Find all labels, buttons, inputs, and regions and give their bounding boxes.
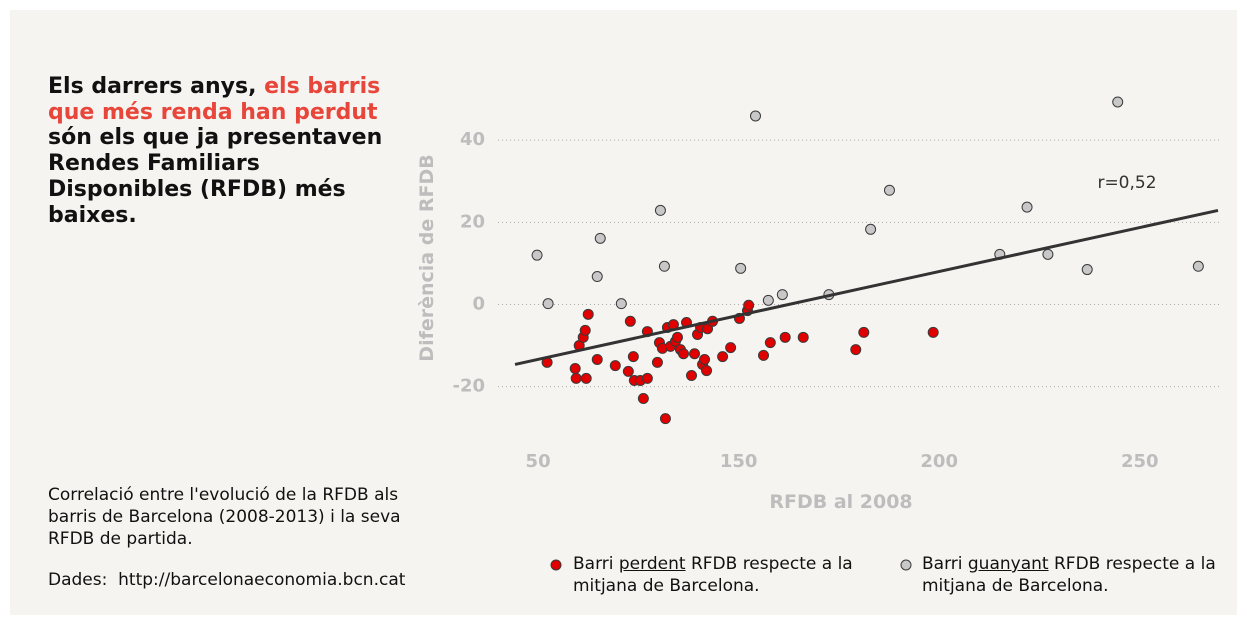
point — [637, 393, 649, 405]
legend-label: Barri guanyant RFDB respecte a la mitjan… — [922, 554, 1216, 597]
x-tick-label: 150 — [720, 451, 758, 472]
point — [743, 299, 755, 311]
point — [677, 348, 689, 360]
point — [579, 324, 591, 336]
point — [779, 331, 791, 343]
point — [531, 249, 543, 261]
legend-marker — [900, 559, 912, 571]
headline-part: són els que ja presentaven Rendes Famili… — [48, 125, 383, 228]
x-tick-label: 50 — [526, 451, 551, 472]
x-tick-label: 200 — [920, 451, 958, 472]
x-tick-label: 250 — [1121, 451, 1159, 472]
y-tick-label: 0 — [472, 293, 485, 314]
subtitle: Correlació entre l'evolució de la RFDB a… — [48, 485, 401, 550]
point — [762, 294, 774, 306]
point — [717, 351, 729, 363]
point — [1081, 264, 1093, 276]
headline: Els darrers anys, els barris que més ren… — [48, 74, 383, 228]
point — [641, 372, 653, 384]
point — [865, 223, 877, 235]
point — [883, 184, 895, 196]
point — [1112, 96, 1124, 108]
y-tick-label: 20 — [460, 211, 485, 232]
point — [1192, 260, 1204, 272]
point — [797, 331, 809, 343]
x-axis-title: RFDB al 2008 — [769, 491, 912, 513]
point — [725, 342, 737, 354]
point — [624, 315, 636, 327]
point — [594, 232, 606, 244]
point — [1042, 248, 1054, 260]
point — [615, 298, 627, 310]
point — [749, 110, 761, 122]
point — [627, 351, 639, 363]
point — [850, 344, 862, 356]
legend-marker — [550, 559, 562, 571]
point — [591, 271, 603, 283]
panel — [10, 10, 1237, 615]
point — [927, 326, 939, 338]
headline-part: Els darrers anys, — [48, 74, 265, 99]
y-tick-label: 40 — [460, 129, 485, 150]
y-axis-title: Diferència de RFDB — [416, 154, 438, 361]
point — [686, 370, 698, 382]
point — [776, 289, 788, 301]
source: Dades: http://barcelonaeconomia.bcn.cat — [48, 570, 406, 590]
trend-line — [514, 208, 1219, 366]
point — [622, 365, 634, 377]
y-tick-label: -20 — [452, 376, 485, 397]
point — [582, 308, 594, 320]
point — [651, 356, 663, 368]
point — [609, 360, 621, 372]
point — [764, 337, 776, 349]
point — [591, 354, 603, 365]
point — [701, 365, 713, 377]
legend-label: Barri perdent RFDB respecte a la mitjana… — [573, 554, 853, 597]
headline-highlight: els barris que més renda han perdut — [48, 74, 381, 125]
point — [542, 298, 554, 310]
point — [758, 349, 770, 361]
point — [689, 348, 701, 360]
point — [570, 372, 582, 384]
point — [569, 363, 581, 375]
point — [735, 262, 747, 274]
point — [658, 260, 670, 272]
annotation: r=0,52 — [1097, 173, 1156, 193]
point — [654, 204, 666, 216]
point — [699, 354, 711, 365]
point — [1021, 201, 1033, 213]
point — [659, 413, 671, 425]
point — [580, 372, 592, 384]
point — [858, 326, 870, 338]
point — [671, 331, 683, 343]
